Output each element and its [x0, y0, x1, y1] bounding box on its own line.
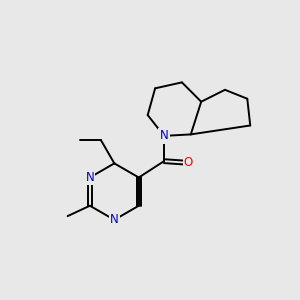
Text: N: N [110, 213, 119, 226]
Text: N: N [160, 129, 168, 142]
Text: O: O [184, 156, 193, 169]
Text: N: N [85, 171, 94, 184]
